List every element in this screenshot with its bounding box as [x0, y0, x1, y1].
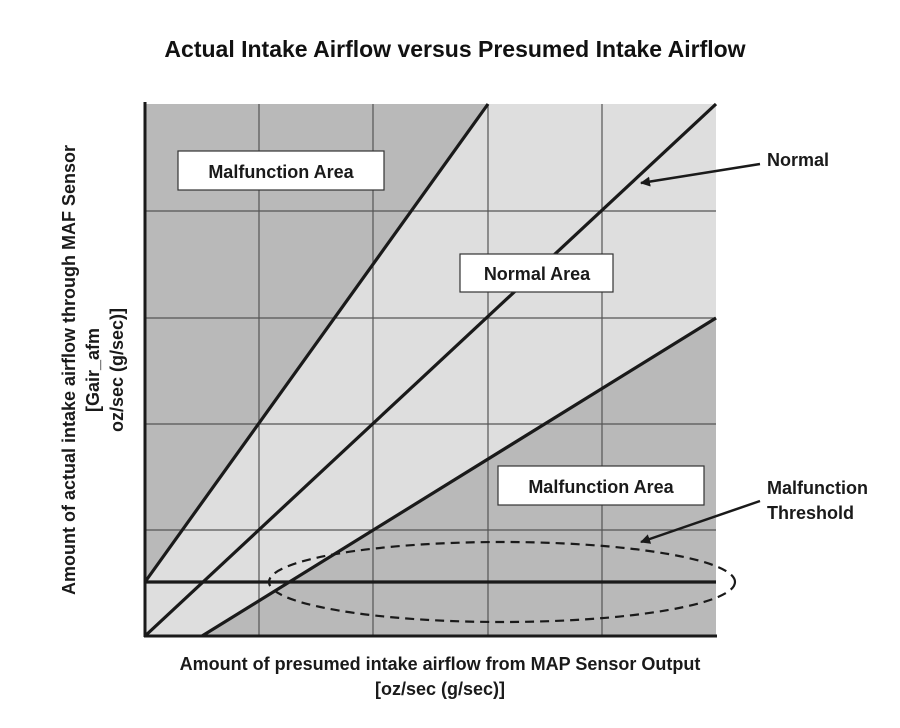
normal-area-label-box: [459, 253, 614, 293]
x-axis-label: Amount of presumed intake airflow from M…: [90, 652, 790, 702]
malfunction-threshold-ellipse: [267, 540, 737, 624]
upper-malfunction-label-text: Malfunction Area: [208, 162, 354, 182]
x-axis-label-line2: [oz/sec (g/sec)]: [374, 679, 506, 699]
lower-malfunction-label-text: Malfunction Area: [528, 477, 674, 497]
lower-malfunction-label: Malfunction Area: [497, 465, 705, 506]
upper-threshold-line: [143, 103, 490, 583]
normal-callout-text: Normal: [767, 150, 829, 170]
normal-area-label: Normal Area: [459, 253, 614, 293]
x-axis-label-line1: Amount of presumed intake airflow from M…: [179, 654, 701, 674]
normal-line: [143, 102, 718, 638]
boundary-lines: [143, 102, 718, 638]
threshold-callout-text-line1: Malfunction: [767, 478, 868, 498]
upper-malfunction-label-box: [177, 150, 385, 191]
y-axis-label-line2: [Gair_afm: [83, 328, 103, 412]
y-axis-label: Amount of actual intake airflow through …: [59, 145, 127, 595]
normal-callout-arrow: [640, 162, 761, 187]
threshold-callout-text-line2: Threshold: [767, 503, 854, 523]
grid: [145, 104, 716, 636]
y-axis-label-line3: oz/sec (g/sec)]: [107, 308, 127, 432]
upper-malfunction-label: Malfunction Area: [177, 150, 385, 191]
threshold-callout-arrow: [640, 499, 761, 544]
lower-malfunction-label-box: [497, 465, 705, 506]
normal-area-label-text: Normal Area: [484, 264, 591, 284]
chart-title: Actual Intake Airflow versus Presumed In…: [164, 36, 746, 62]
y-axis-label-line1: Amount of actual intake airflow through …: [59, 145, 79, 595]
axes: [143, 102, 717, 638]
